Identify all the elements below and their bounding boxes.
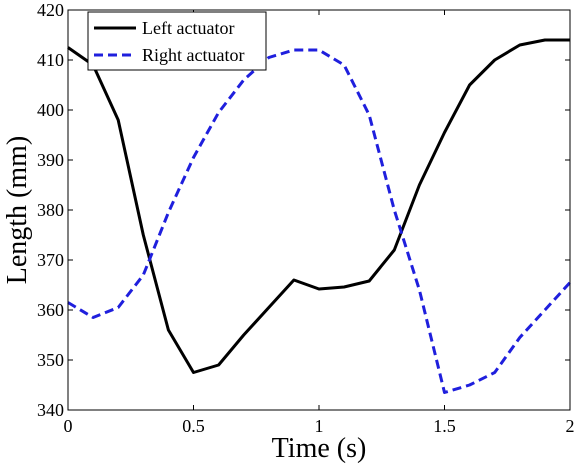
legend-box <box>87 11 267 71</box>
series-layer <box>67 38 572 394</box>
y-tick-label: 400 <box>37 100 64 120</box>
legend-label-right-actuator: Right actuator <box>142 45 244 65</box>
y-tick-label: 350 <box>37 350 64 370</box>
x-tick-label: 1 <box>315 416 324 436</box>
y-axis-title: Length (mm) <box>2 136 33 285</box>
ticks-layer: 0 0.5 1 1.5 2 340 350 360 370 380 390 400 410 420 <box>37 0 575 436</box>
x-tick-label: 2 <box>566 416 575 436</box>
y-tick-label: 380 <box>37 200 64 220</box>
x-tick-label: 0.5 <box>182 416 205 436</box>
y-tick-label: 420 <box>37 0 64 20</box>
y-tick-label: 340 <box>37 400 64 420</box>
plot-area <box>68 10 570 410</box>
series-line-0 <box>67 38 570 374</box>
legend-label-left-actuator: Left actuator <box>142 18 234 38</box>
x-tick-label: 0 <box>64 416 73 436</box>
y-tick-label: 370 <box>37 250 64 270</box>
x-tick-label: 1.5 <box>433 416 456 436</box>
series-line-1 <box>67 48 572 394</box>
legend: Left actuator Right actuator <box>87 11 267 71</box>
x-axis-title: Time (s) <box>272 433 367 464</box>
y-tick-label: 360 <box>37 300 64 320</box>
y-tick-label: 390 <box>37 150 64 170</box>
y-tick-label: 410 <box>37 50 64 70</box>
